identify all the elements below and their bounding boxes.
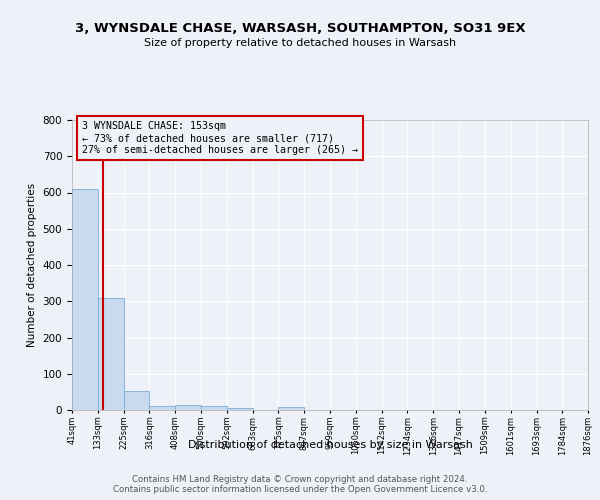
Text: Distribution of detached houses by size in Warsash: Distribution of detached houses by size …: [188, 440, 472, 450]
Text: Contains public sector information licensed under the Open Government Licence v3: Contains public sector information licen…: [113, 486, 487, 494]
Bar: [72, 189, 98, 410]
Text: 3 WYNSDALE CHASE: 153sqm
← 73% of detached houses are smaller (717)
27% of semi-: 3 WYNSDALE CHASE: 153sqm ← 73% of detach…: [82, 122, 358, 154]
Text: 3, WYNSDALE CHASE, WARSASH, SOUTHAMPTON, SO31 9EX: 3, WYNSDALE CHASE, WARSASH, SOUTHAMPTON,…: [74, 22, 526, 36]
Bar: [201, 406, 227, 410]
Y-axis label: Number of detached properties: Number of detached properties: [27, 183, 37, 347]
Text: Contains HM Land Registry data © Crown copyright and database right 2024.: Contains HM Land Registry data © Crown c…: [132, 476, 468, 484]
Bar: [175, 406, 201, 410]
Text: Size of property relative to detached houses in Warsash: Size of property relative to detached ho…: [144, 38, 456, 48]
Bar: [227, 408, 253, 410]
Bar: [149, 406, 175, 410]
Bar: [278, 407, 304, 410]
Bar: [98, 298, 124, 410]
Bar: [124, 391, 149, 410]
